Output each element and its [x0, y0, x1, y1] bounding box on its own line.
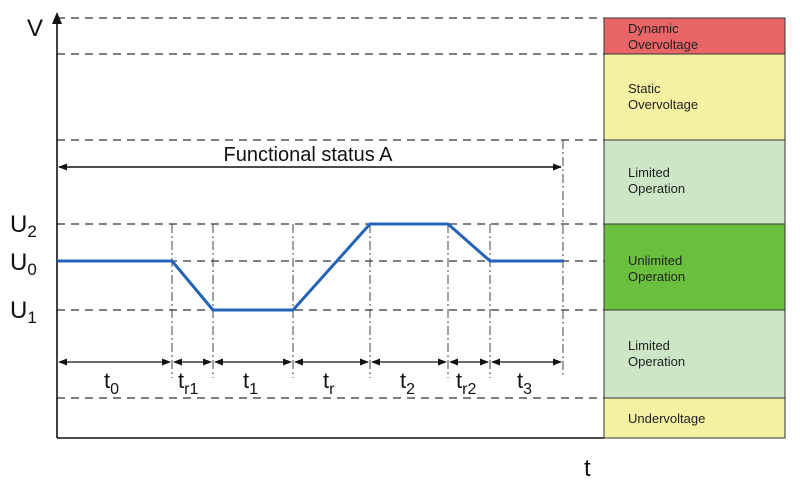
x-axis-label: t	[584, 455, 591, 482]
interval-label-t3: t3	[517, 368, 532, 398]
zone-unlimited-operation	[603, 223, 786, 311]
interval-label-t1: t1	[243, 368, 258, 398]
functional-status-span: Functional status A	[58, 144, 562, 171]
zone-label-limited-lower-line1: Limited	[628, 338, 670, 353]
y-axis-label: V	[27, 15, 43, 42]
zone-static-overvoltage	[603, 53, 786, 141]
zone-label-dynamic-line1: Dynamic	[628, 21, 679, 36]
interval-label-t2: t2	[400, 368, 415, 398]
level-labels: U2 U0 U1	[10, 211, 37, 327]
zone-label-unlimited-line1: Unlimited	[628, 253, 682, 268]
interval-label-tr2: tr2	[456, 368, 476, 398]
phase-boundaries	[171, 140, 564, 378]
interval-label-t0: t0	[104, 368, 119, 398]
zone-label-unlimited-line2: Operation	[628, 269, 685, 284]
interval-label-tr1: tr1	[178, 368, 198, 398]
interval-labels: t0 tr1 t1 tr t2 tr2 t3	[104, 368, 532, 398]
level-label-u0: U0	[10, 249, 37, 279]
voltage-waveform	[57, 222, 563, 312]
interval-label-tr: tr	[323, 368, 335, 398]
level-label-u1: U1	[10, 297, 37, 327]
zone-label-limited-upper-line1: Limited	[628, 165, 670, 180]
zone-label-undervoltage: Undervoltage	[628, 411, 705, 426]
zone-label-limited-lower-line2: Operation	[628, 354, 685, 369]
zone-label-static-line1: Static	[628, 81, 661, 96]
threshold-lines	[57, 17, 604, 399]
zone-limited-operation-lower	[603, 309, 786, 399]
zone-limited-operation-upper	[603, 139, 786, 225]
zone-label-static-line2: Overvoltage	[628, 97, 698, 112]
zone-undervoltage	[603, 397, 786, 439]
axes	[52, 12, 604, 439]
level-label-u2: U2	[10, 211, 37, 241]
zone-column: Dynamic Overvoltage Static Overvoltage L…	[603, 17, 786, 439]
zone-dynamic-overvoltage	[603, 17, 786, 55]
zone-label-limited-upper-line2: Operation	[628, 181, 685, 196]
functional-status-label: Functional status A	[224, 144, 394, 166]
y-axis-arrowhead	[52, 12, 62, 24]
zone-label-dynamic-line2: Overvoltage	[628, 37, 698, 52]
